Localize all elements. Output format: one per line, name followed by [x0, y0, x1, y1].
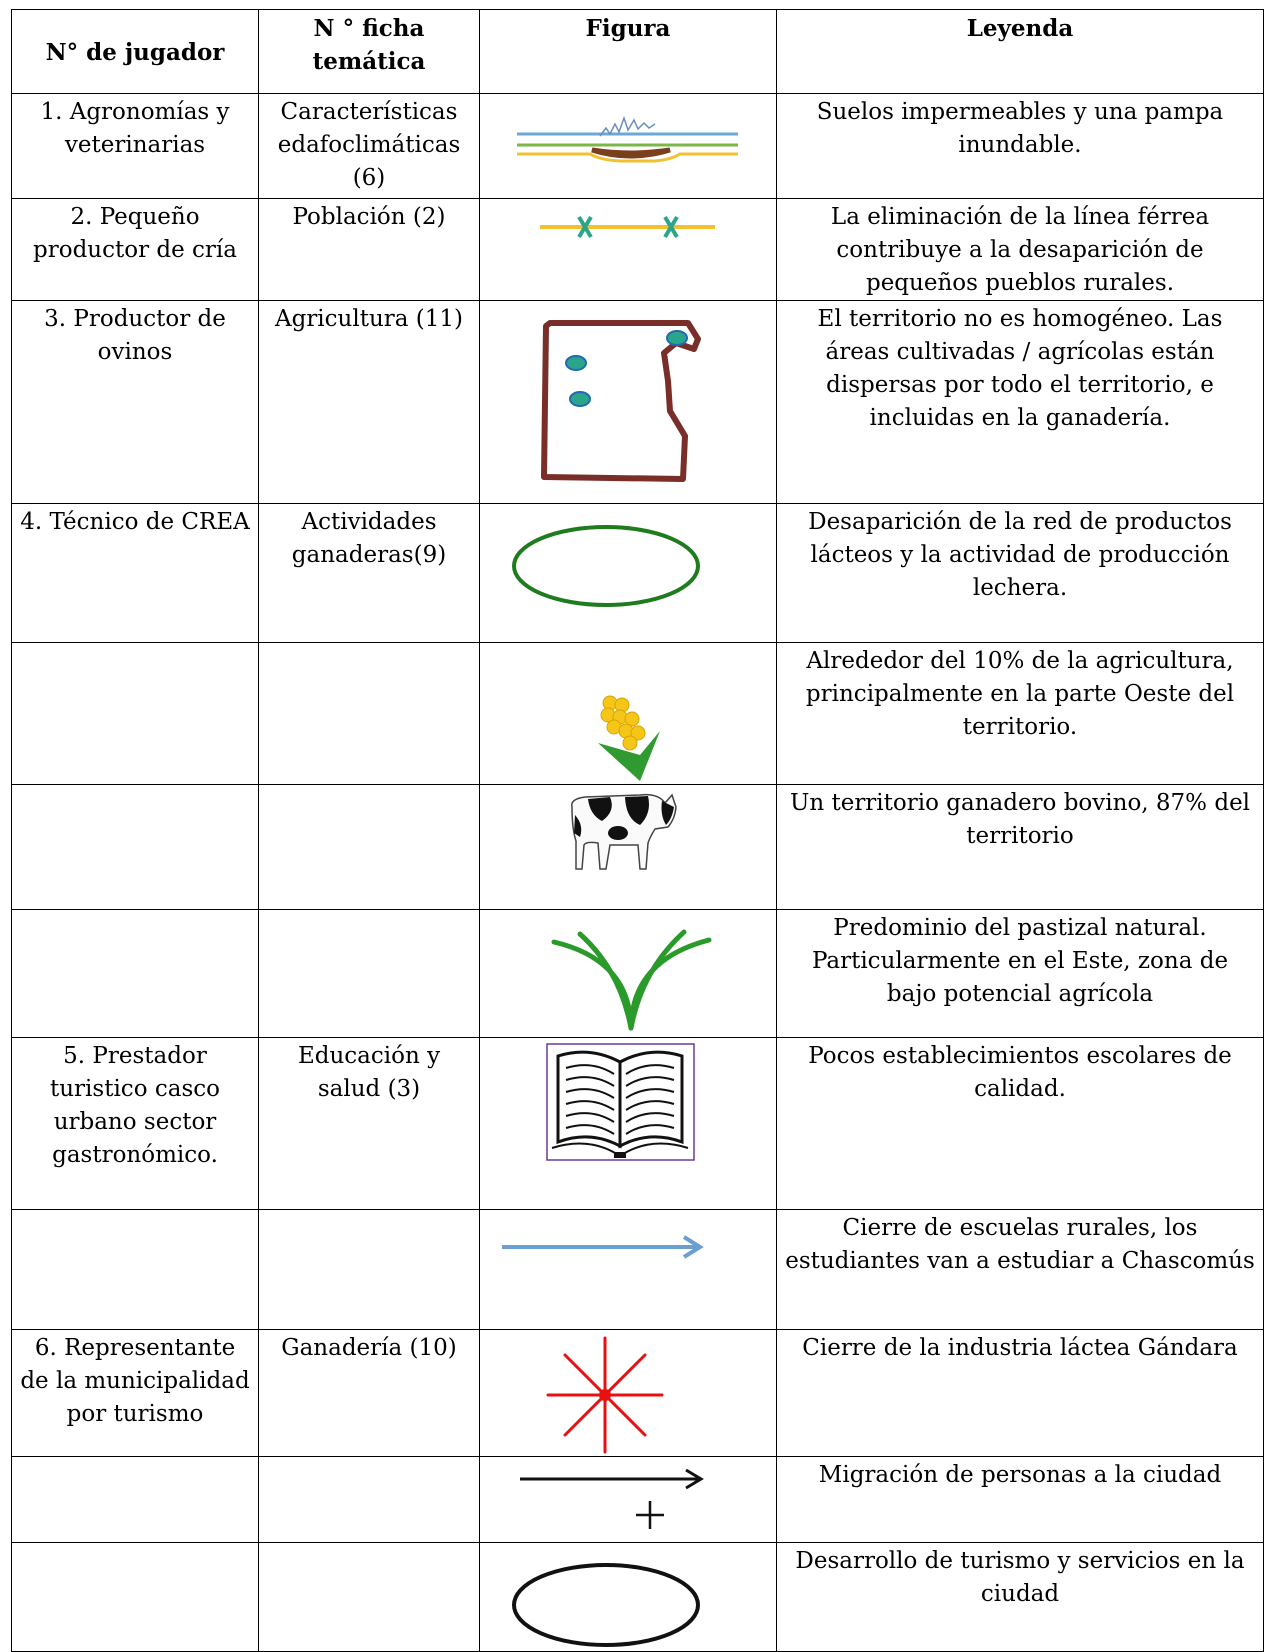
legend: Un territorio ganadero bovino, 87% del t…: [776, 784, 1264, 910]
figure: [479, 198, 777, 301]
row: Alrededor del 10% de la agricultura, pri…: [11, 642, 1264, 785]
row: 1. Agronomías y veterinarias Característ…: [11, 93, 1264, 199]
legend: Desarrollo de turismo y servicios en la …: [776, 1542, 1264, 1652]
figure: [479, 909, 777, 1038]
player: [11, 1456, 259, 1543]
player: 1. Agronomías y veterinarias: [11, 93, 259, 199]
row: Predominio del pastizal natural. Particu…: [11, 909, 1264, 1038]
legend: Alrededor del 10% de la agricultura, pri…: [776, 642, 1264, 785]
player: 6. Representante de la municipalidad por…: [11, 1329, 259, 1457]
figure: [479, 503, 777, 643]
header-cell: N° de jugador: [11, 9, 259, 94]
figure: [479, 1542, 777, 1652]
corn-figure: [598, 695, 660, 781]
sheet: [258, 784, 480, 910]
player: 3. Productor de ovinos: [11, 300, 259, 504]
sheet: [258, 1456, 480, 1543]
player: [11, 1542, 259, 1652]
legend: Migración de personas a la ciudad: [776, 1456, 1264, 1543]
player: [11, 909, 259, 1038]
figure: [479, 93, 777, 199]
legend: Pocos establecimientos escolares de cali…: [776, 1037, 1264, 1210]
grass-figure: [551, 929, 712, 1031]
legend: Cierre de la industria láctea Gándara: [776, 1329, 1264, 1457]
player: [11, 1209, 259, 1330]
cow-figure: [571, 793, 677, 870]
row: Desarrollo de turismo y servicios en la …: [11, 1542, 1264, 1652]
figure: [479, 1209, 777, 1330]
header-row: N° de jugador N ° ficha temática Figura …: [11, 9, 1264, 94]
legend: La eliminación de la línea férrea contri…: [776, 198, 1264, 301]
migration-figure: [520, 1468, 704, 1529]
star-figure: [546, 1336, 664, 1454]
dairy-figure: [512, 525, 700, 607]
sheet: Educación y salud (3): [258, 1037, 480, 1210]
railway-figure: [540, 215, 715, 239]
soil-figure: [517, 115, 738, 163]
sheet: Población (2): [258, 198, 480, 301]
row: 2. Pequeño productor de cría Población (…: [11, 198, 1264, 301]
player: 5. Prestador turistico casco urbano sect…: [11, 1037, 259, 1210]
row: Cierre de escuelas rurales, los estudian…: [11, 1209, 1264, 1330]
figure: [479, 1456, 777, 1543]
arrow-figure: [502, 1235, 704, 1259]
sheet: [258, 642, 480, 785]
figure: [479, 1329, 777, 1457]
sheet: Ganadería (10): [258, 1329, 480, 1457]
row: Migración de personas a la ciudad: [11, 1456, 1264, 1543]
legend: Predominio del pastizal natural. Particu…: [776, 909, 1264, 1038]
row: 3. Productor de ovinos Agricultura (11) …: [11, 300, 1264, 504]
legend: Suelos impermeables y una pampa inundabl…: [776, 93, 1264, 199]
row: 6. Representante de la municipalidad por…: [11, 1329, 1264, 1457]
row: 5. Prestador turistico casco urbano sect…: [11, 1037, 1264, 1210]
table: N° de jugador N ° ficha temática Figura …: [11, 9, 1264, 1652]
player: 2. Pequeño productor de cría: [11, 198, 259, 301]
legend: Desaparición de la red de productos láct…: [776, 503, 1264, 643]
city-figure: [512, 1563, 700, 1647]
row: 4. Técnico de CREA Actividades ganaderas…: [11, 503, 1264, 643]
book-figure: [546, 1043, 695, 1161]
figure: [479, 300, 777, 504]
legend: El territorio no es homogéneo. Las áreas…: [776, 300, 1264, 504]
row: Un territorio ganadero bovino, 87% del t…: [11, 784, 1264, 910]
legend: Cierre de escuelas rurales, los estudian…: [776, 1209, 1264, 1330]
territory-figure: [541, 320, 701, 482]
figure: [479, 1037, 777, 1210]
figure: [479, 784, 777, 910]
player: 4. Técnico de CREA: [11, 503, 259, 643]
sheet: [258, 909, 480, 1038]
player: [11, 642, 259, 785]
header-cell: Figura: [479, 9, 777, 94]
sheet: [258, 1209, 480, 1330]
sheet: Agricultura (11): [258, 300, 480, 504]
sheet: Actividades ganaderas(9): [258, 503, 480, 643]
figure: [479, 642, 777, 785]
header-cell: N ° ficha temática: [258, 9, 480, 94]
sheet: Características edafoclimáticas (6): [258, 93, 480, 199]
sheet: [258, 1542, 480, 1652]
header-cell: Leyenda: [776, 9, 1264, 94]
player: [11, 784, 259, 910]
